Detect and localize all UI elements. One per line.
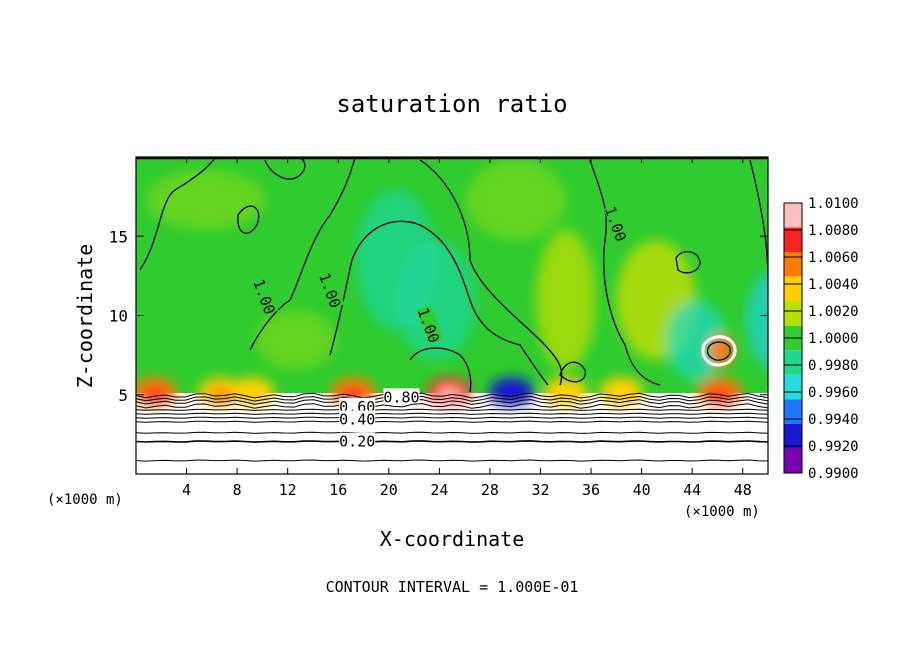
x-tick-label: 36 <box>582 481 600 499</box>
x-tick-label: 16 <box>329 481 347 499</box>
contour-line <box>675 251 701 274</box>
colorbar: 1.0100 1.0080 1.0060 1.0040 1.0020 1.0000 0.99… <box>783 196 859 482</box>
color-blob <box>666 300 726 380</box>
colorbar-swatch <box>784 399 802 424</box>
x-axis-label: X-coordinate <box>380 527 525 551</box>
contour-line <box>706 341 731 361</box>
color-blob <box>746 271 768 369</box>
chart-title: saturation ratio <box>336 90 567 118</box>
saturation-contours <box>139 157 768 393</box>
colorbar-label: 0.9920 <box>808 439 859 455</box>
colorbar-label: 0.9960 <box>808 385 859 401</box>
y-tick-label: 15 <box>109 227 128 246</box>
dry-contour <box>136 399 768 405</box>
contour-line <box>589 159 661 386</box>
contour-line <box>409 347 472 393</box>
colorbar-swatch <box>784 350 802 375</box>
surface-hotspot <box>230 377 275 406</box>
contour-label: 0.80 <box>383 388 420 406</box>
y-tick-label: 5 <box>118 386 128 405</box>
y-axis: 5 10 15 <box>109 227 768 405</box>
contour-line <box>237 205 260 234</box>
colorbar-swatch <box>784 301 802 326</box>
x-tick-label: 12 <box>279 481 297 499</box>
dry-contour <box>136 392 768 399</box>
y-axis-label: Z-coordinate <box>73 244 97 389</box>
x-axis: 4 8 12 16 20 24 28 32 36 40 44 48 <box>182 157 752 499</box>
x-unit-left: (×1000 m) <box>47 492 123 508</box>
colorbar-swatch <box>784 374 802 400</box>
colorbar-swatch <box>784 276 802 302</box>
color-blob <box>146 170 266 230</box>
colorbar-label: 0.9980 <box>808 358 859 374</box>
contour-label: 0.40 <box>339 410 375 429</box>
dry-contour <box>136 395 768 402</box>
colorbar-label: 1.0000 <box>808 331 859 347</box>
contour-line <box>559 361 587 383</box>
dry-contour <box>136 416 768 419</box>
colorbar-label: 1.0100 <box>808 196 859 212</box>
dry-contour <box>136 459 768 462</box>
x-tick-label: 28 <box>481 481 499 499</box>
contour-labels: 1.00 1.001.001.000.800.600.400.20 <box>249 204 630 451</box>
dry-contour <box>136 412 768 415</box>
dry-layer-contours <box>136 392 768 462</box>
x-tick-label: 48 <box>734 481 752 499</box>
x-tick-label: 44 <box>683 481 701 499</box>
contour-line <box>249 157 356 351</box>
dry-contour <box>136 402 768 409</box>
x-tick-label: 4 <box>182 481 191 499</box>
dry-contour <box>136 420 768 423</box>
color-blob <box>466 160 566 240</box>
dry-contour <box>136 408 768 411</box>
colorbar-label: 1.0080 <box>808 223 859 239</box>
colorbar-label: 1.0060 <box>808 250 859 266</box>
color-blob <box>536 230 596 370</box>
dry-contour <box>136 440 768 443</box>
plot-area: 1.00 1.001.001.000.800.600.400.20 <box>136 157 768 474</box>
contour-label-text: 0.80 <box>383 388 419 406</box>
color-blob <box>396 240 476 360</box>
colorbar-swatch <box>784 423 802 449</box>
contour-line <box>419 159 563 386</box>
colorbar-label: 0.9940 <box>808 412 859 428</box>
colorbar-label: 1.0040 <box>808 277 859 293</box>
y-tick-label: 10 <box>109 307 128 326</box>
colorbar-swatch <box>784 252 802 277</box>
x-tick-label: 8 <box>233 481 242 499</box>
contour-line <box>701 335 737 367</box>
colorbar-swatch <box>784 448 802 473</box>
contour-label-text: 0.20 <box>339 433 375 451</box>
surface-hotspot <box>543 377 588 406</box>
colorbar-label: 0.9900 <box>808 466 859 482</box>
contour-line <box>264 157 306 180</box>
color-blob <box>256 310 336 370</box>
colorbar-swatch <box>784 227 802 253</box>
color-blobs <box>136 160 768 406</box>
contour-label: 0.20 <box>339 432 375 451</box>
contour-interval-footer: CONTOUR INTERVAL = 1.000E-01 <box>326 578 579 596</box>
colorbar-swatch <box>784 203 802 228</box>
x-tick-label: 20 <box>380 481 398 499</box>
x-unit-right: (×1000 m) <box>684 504 760 520</box>
contour-line <box>329 220 549 386</box>
contour-label-text: 0.40 <box>339 411 375 429</box>
dry-contour <box>136 431 768 434</box>
colorbar-label: 1.0020 <box>808 304 859 320</box>
x-tick-label: 32 <box>531 481 549 499</box>
x-tick-label: 40 <box>633 481 651 499</box>
contour-line <box>139 157 216 271</box>
x-tick-label: 24 <box>430 481 448 499</box>
